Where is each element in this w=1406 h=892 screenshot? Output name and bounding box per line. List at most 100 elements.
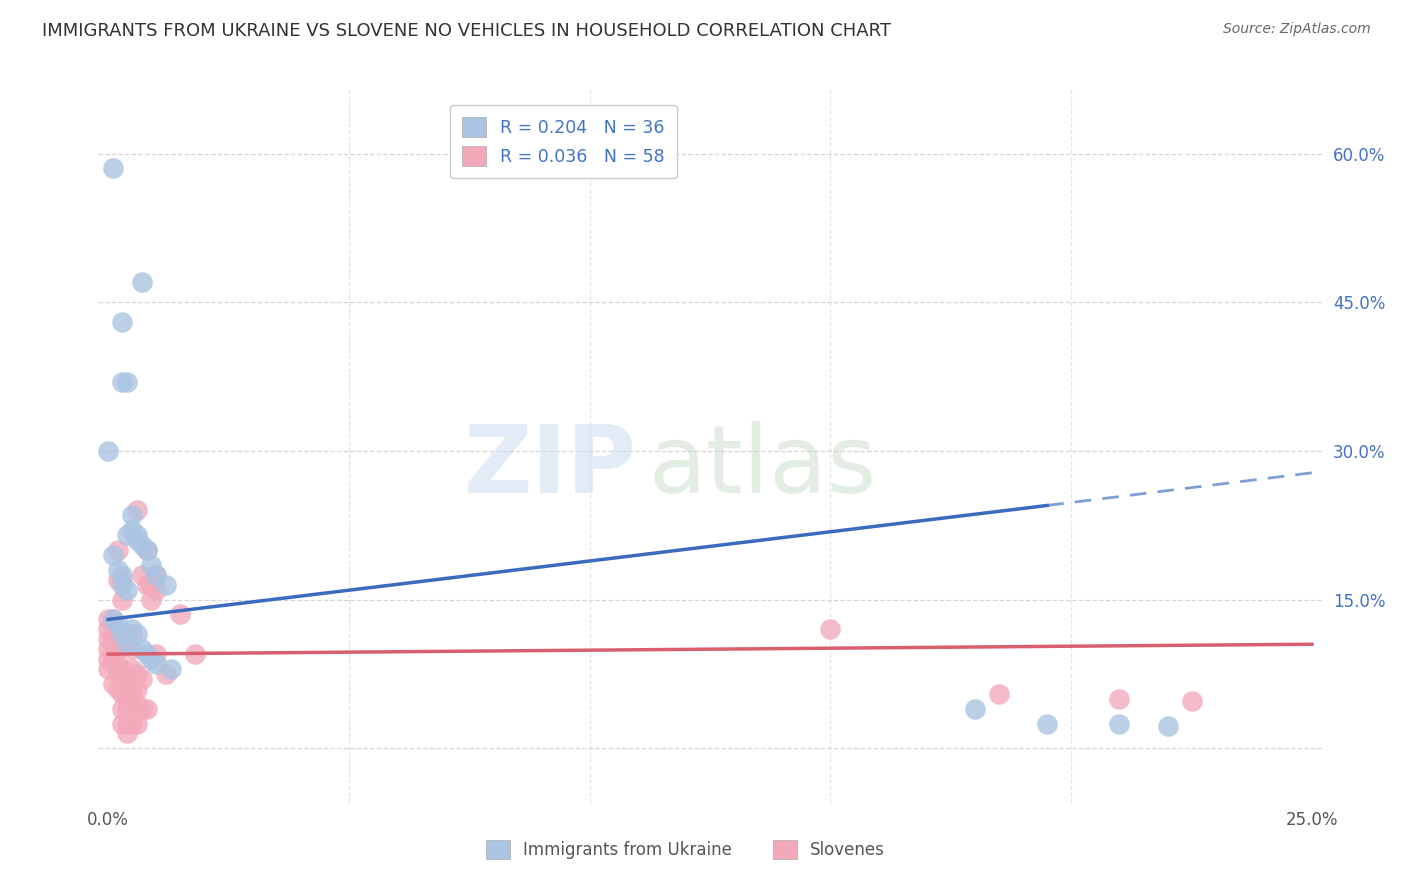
Point: [135, 543, 157, 558]
Point: [135, 647, 157, 661]
Text: ZIP: ZIP: [464, 421, 637, 514]
Point: [121, 716, 143, 731]
Point: [145, 567, 167, 582]
Point: [1181, 694, 1204, 708]
Point: [111, 627, 134, 641]
Point: [117, 716, 139, 731]
Point: [101, 647, 124, 661]
Point: [141, 578, 163, 592]
Point: [1108, 691, 1130, 706]
Point: [121, 642, 143, 657]
Point: [131, 538, 153, 552]
Point: [111, 687, 134, 701]
Point: [131, 567, 153, 582]
Point: [121, 523, 143, 537]
Point: [117, 528, 139, 542]
Point: [117, 582, 139, 597]
Point: [125, 533, 148, 548]
Point: [131, 642, 153, 657]
Point: [97, 623, 120, 637]
Point: [125, 503, 148, 517]
Point: [1108, 716, 1130, 731]
Point: [111, 716, 134, 731]
Point: [145, 567, 167, 582]
Point: [117, 701, 139, 715]
Point: [101, 548, 124, 562]
Point: [125, 667, 148, 681]
Point: [145, 582, 167, 597]
Point: [125, 716, 148, 731]
Point: [135, 701, 157, 715]
Point: [125, 697, 148, 711]
Point: [125, 681, 148, 696]
Point: [117, 681, 139, 696]
Point: [141, 558, 163, 572]
Point: [107, 657, 129, 671]
Point: [101, 632, 124, 647]
Point: [101, 612, 124, 626]
Point: [135, 578, 157, 592]
Point: [117, 637, 139, 651]
Point: [145, 657, 167, 671]
Point: [141, 652, 163, 666]
Point: [125, 627, 148, 641]
Point: [155, 578, 177, 592]
Point: [159, 662, 181, 676]
Point: [963, 701, 986, 715]
Point: [121, 508, 143, 523]
Point: [169, 607, 191, 622]
Point: [131, 701, 153, 715]
Point: [97, 662, 120, 676]
Point: [111, 567, 134, 582]
Point: [111, 375, 134, 389]
Point: [111, 578, 134, 592]
Point: [101, 161, 124, 176]
Point: [97, 444, 120, 458]
Point: [107, 617, 129, 632]
Point: [107, 573, 129, 587]
Point: [97, 652, 120, 666]
Point: [97, 642, 120, 657]
Point: [184, 647, 207, 661]
Point: [117, 667, 139, 681]
Point: [111, 592, 134, 607]
Point: [111, 701, 134, 715]
Point: [121, 662, 143, 676]
Point: [107, 563, 129, 577]
Point: [101, 657, 124, 671]
Point: [155, 667, 177, 681]
Point: [97, 632, 120, 647]
Point: [107, 543, 129, 558]
Point: [121, 623, 143, 637]
Point: [117, 726, 139, 740]
Point: [111, 573, 134, 587]
Point: [125, 528, 148, 542]
Point: [1036, 716, 1059, 731]
Text: atlas: atlas: [650, 421, 877, 514]
Point: [101, 612, 124, 626]
Point: [141, 592, 163, 607]
Point: [820, 623, 842, 637]
Text: Source: ZipAtlas.com: Source: ZipAtlas.com: [1223, 22, 1371, 37]
Point: [145, 647, 167, 661]
Point: [121, 687, 143, 701]
Point: [135, 543, 157, 558]
Point: [111, 662, 134, 676]
Point: [107, 681, 129, 696]
Y-axis label: No Vehicles in Household: No Vehicles in Household: [0, 341, 8, 551]
Point: [117, 691, 139, 706]
Point: [117, 375, 139, 389]
Legend: Immigrants from Ukraine, Slovenes: Immigrants from Ukraine, Slovenes: [479, 833, 891, 866]
Point: [97, 612, 120, 626]
Point: [111, 672, 134, 686]
Point: [107, 667, 129, 681]
Text: IMMIGRANTS FROM UKRAINE VS SLOVENE NO VEHICLES IN HOUSEHOLD CORRELATION CHART: IMMIGRANTS FROM UKRAINE VS SLOVENE NO VE…: [42, 22, 891, 40]
Point: [107, 642, 129, 657]
Point: [988, 687, 1011, 701]
Point: [131, 672, 153, 686]
Point: [101, 677, 124, 691]
Point: [1156, 719, 1178, 733]
Point: [121, 627, 143, 641]
Point: [131, 276, 153, 290]
Point: [111, 315, 134, 329]
